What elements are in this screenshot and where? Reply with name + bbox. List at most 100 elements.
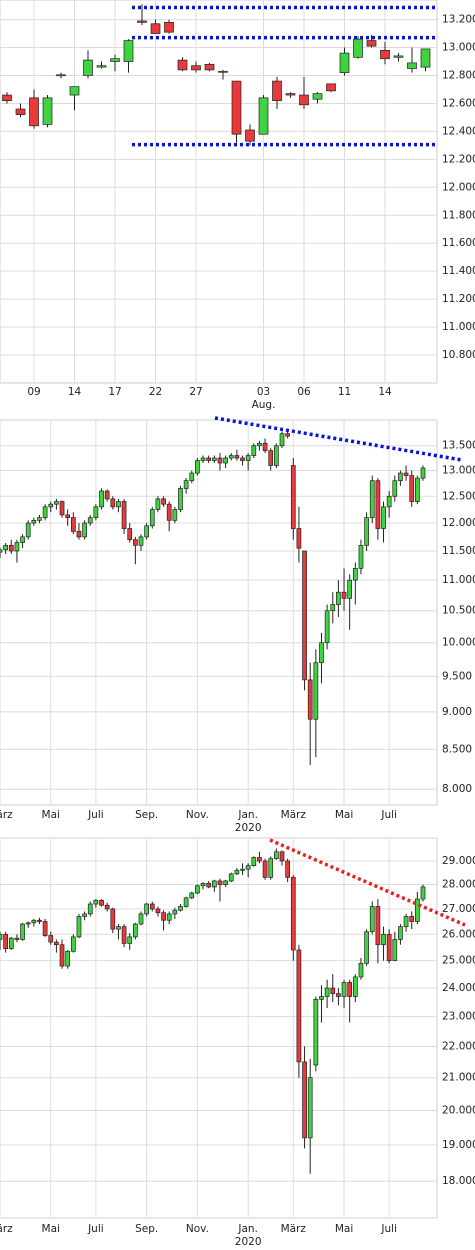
candle-body bbox=[42, 506, 48, 518]
candle-body bbox=[324, 987, 330, 997]
candle-body bbox=[386, 495, 392, 508]
candle-body bbox=[14, 937, 20, 940]
candle-body bbox=[87, 903, 93, 915]
y-tick-label: 10.500 bbox=[442, 605, 475, 617]
candle-body bbox=[144, 903, 149, 915]
candle-body bbox=[336, 993, 341, 997]
candle-body bbox=[206, 882, 212, 888]
candle-body bbox=[99, 899, 104, 906]
candle-body bbox=[123, 40, 134, 62]
candle-body bbox=[161, 912, 166, 921]
candle-body bbox=[245, 865, 251, 870]
y-tick-label: 12.500 bbox=[442, 490, 475, 502]
candle-body bbox=[313, 662, 319, 720]
candle-body bbox=[155, 908, 161, 914]
candle-body bbox=[313, 998, 319, 1066]
y-tick-label: 12.600 bbox=[442, 97, 475, 109]
candle-body bbox=[65, 950, 71, 967]
candle-body bbox=[369, 906, 375, 933]
candle-body bbox=[347, 579, 353, 599]
y-tick-label: 27.000 bbox=[442, 903, 475, 915]
y-tick-label: 20.000 bbox=[442, 1104, 475, 1116]
y-tick-label: 22.000 bbox=[442, 1040, 475, 1052]
candle-body bbox=[8, 937, 14, 950]
candle-body bbox=[375, 480, 381, 529]
candle-body bbox=[262, 860, 268, 878]
candle-body bbox=[386, 933, 392, 961]
candle-body bbox=[398, 926, 403, 940]
candle-body bbox=[341, 591, 347, 599]
candle-body bbox=[110, 58, 120, 62]
candle-body bbox=[48, 935, 54, 943]
y-tick-label: 11.600 bbox=[442, 237, 475, 249]
candle-body bbox=[415, 898, 420, 922]
x-tick-label: 09 bbox=[27, 386, 40, 398]
candle-body bbox=[200, 457, 206, 461]
candle-body bbox=[3, 544, 8, 551]
candle-body bbox=[403, 916, 409, 927]
candle-body bbox=[177, 59, 188, 71]
candle-body bbox=[15, 108, 26, 115]
candle-body bbox=[144, 525, 149, 538]
candle-body bbox=[133, 539, 138, 546]
candle-body bbox=[339, 52, 350, 74]
candle-body bbox=[279, 433, 285, 447]
candle-body bbox=[398, 472, 403, 482]
candle-body bbox=[133, 923, 138, 938]
candle-body bbox=[290, 877, 296, 951]
y-tick-label: 29.000 bbox=[442, 855, 475, 867]
candle-body bbox=[138, 913, 144, 925]
x-tick-label: Juli bbox=[87, 809, 104, 821]
candle-body bbox=[285, 860, 290, 878]
candle-body bbox=[59, 501, 65, 516]
y-tick-label: 21.000 bbox=[442, 1072, 475, 1084]
y-tick-label: 23.000 bbox=[442, 1011, 475, 1023]
candle-body bbox=[341, 982, 347, 997]
x-tick-label: 22 bbox=[149, 386, 162, 398]
candle-body bbox=[56, 74, 66, 77]
x-tick-label: März bbox=[281, 809, 307, 821]
candle-body bbox=[127, 936, 133, 944]
candle-body bbox=[178, 488, 183, 510]
candle-body bbox=[195, 460, 200, 474]
candle-body bbox=[127, 528, 133, 541]
candle-body bbox=[352, 976, 358, 997]
x-tick-label: Jan. bbox=[237, 809, 258, 821]
candle-body bbox=[245, 129, 255, 142]
candle-body bbox=[290, 465, 296, 529]
y-tick-label: 8.000 bbox=[442, 783, 472, 795]
candle-body bbox=[352, 568, 358, 581]
x-tick-label: Mai bbox=[335, 809, 353, 821]
y-tick-label: 11.500 bbox=[442, 545, 475, 557]
candle-body bbox=[110, 908, 116, 930]
candle-body bbox=[347, 982, 353, 997]
plot-area bbox=[0, 837, 438, 1219]
candle-body bbox=[149, 509, 155, 527]
y-tick-label: 19.000 bbox=[442, 1139, 475, 1151]
x-tick-label: März bbox=[0, 1223, 13, 1235]
candle-body bbox=[42, 97, 53, 125]
x-tick-label: März bbox=[0, 809, 13, 821]
candle-body bbox=[302, 1061, 307, 1139]
candle-body bbox=[307, 1077, 313, 1139]
candle-body bbox=[403, 472, 409, 476]
candle-body bbox=[409, 916, 415, 922]
y-tick-label: 11.400 bbox=[442, 265, 475, 277]
candle-body bbox=[279, 851, 285, 862]
candle-body bbox=[330, 604, 336, 612]
candle-body bbox=[110, 498, 116, 508]
y-tick-label: 26.000 bbox=[442, 928, 475, 940]
candle-body bbox=[155, 498, 161, 510]
x-sublabel: 2020 bbox=[235, 1236, 262, 1248]
candle-body bbox=[319, 642, 324, 664]
candle-body bbox=[302, 550, 307, 681]
candle-body bbox=[251, 445, 257, 456]
candle-body bbox=[358, 544, 364, 569]
candle-body bbox=[76, 916, 82, 938]
candle-body bbox=[65, 514, 71, 518]
x-tick-label: Juli bbox=[380, 1223, 397, 1235]
candle-body bbox=[223, 880, 228, 885]
candle-body bbox=[70, 936, 76, 952]
candle-body bbox=[407, 62, 417, 69]
x-tick-label: Jan. bbox=[237, 1223, 258, 1235]
